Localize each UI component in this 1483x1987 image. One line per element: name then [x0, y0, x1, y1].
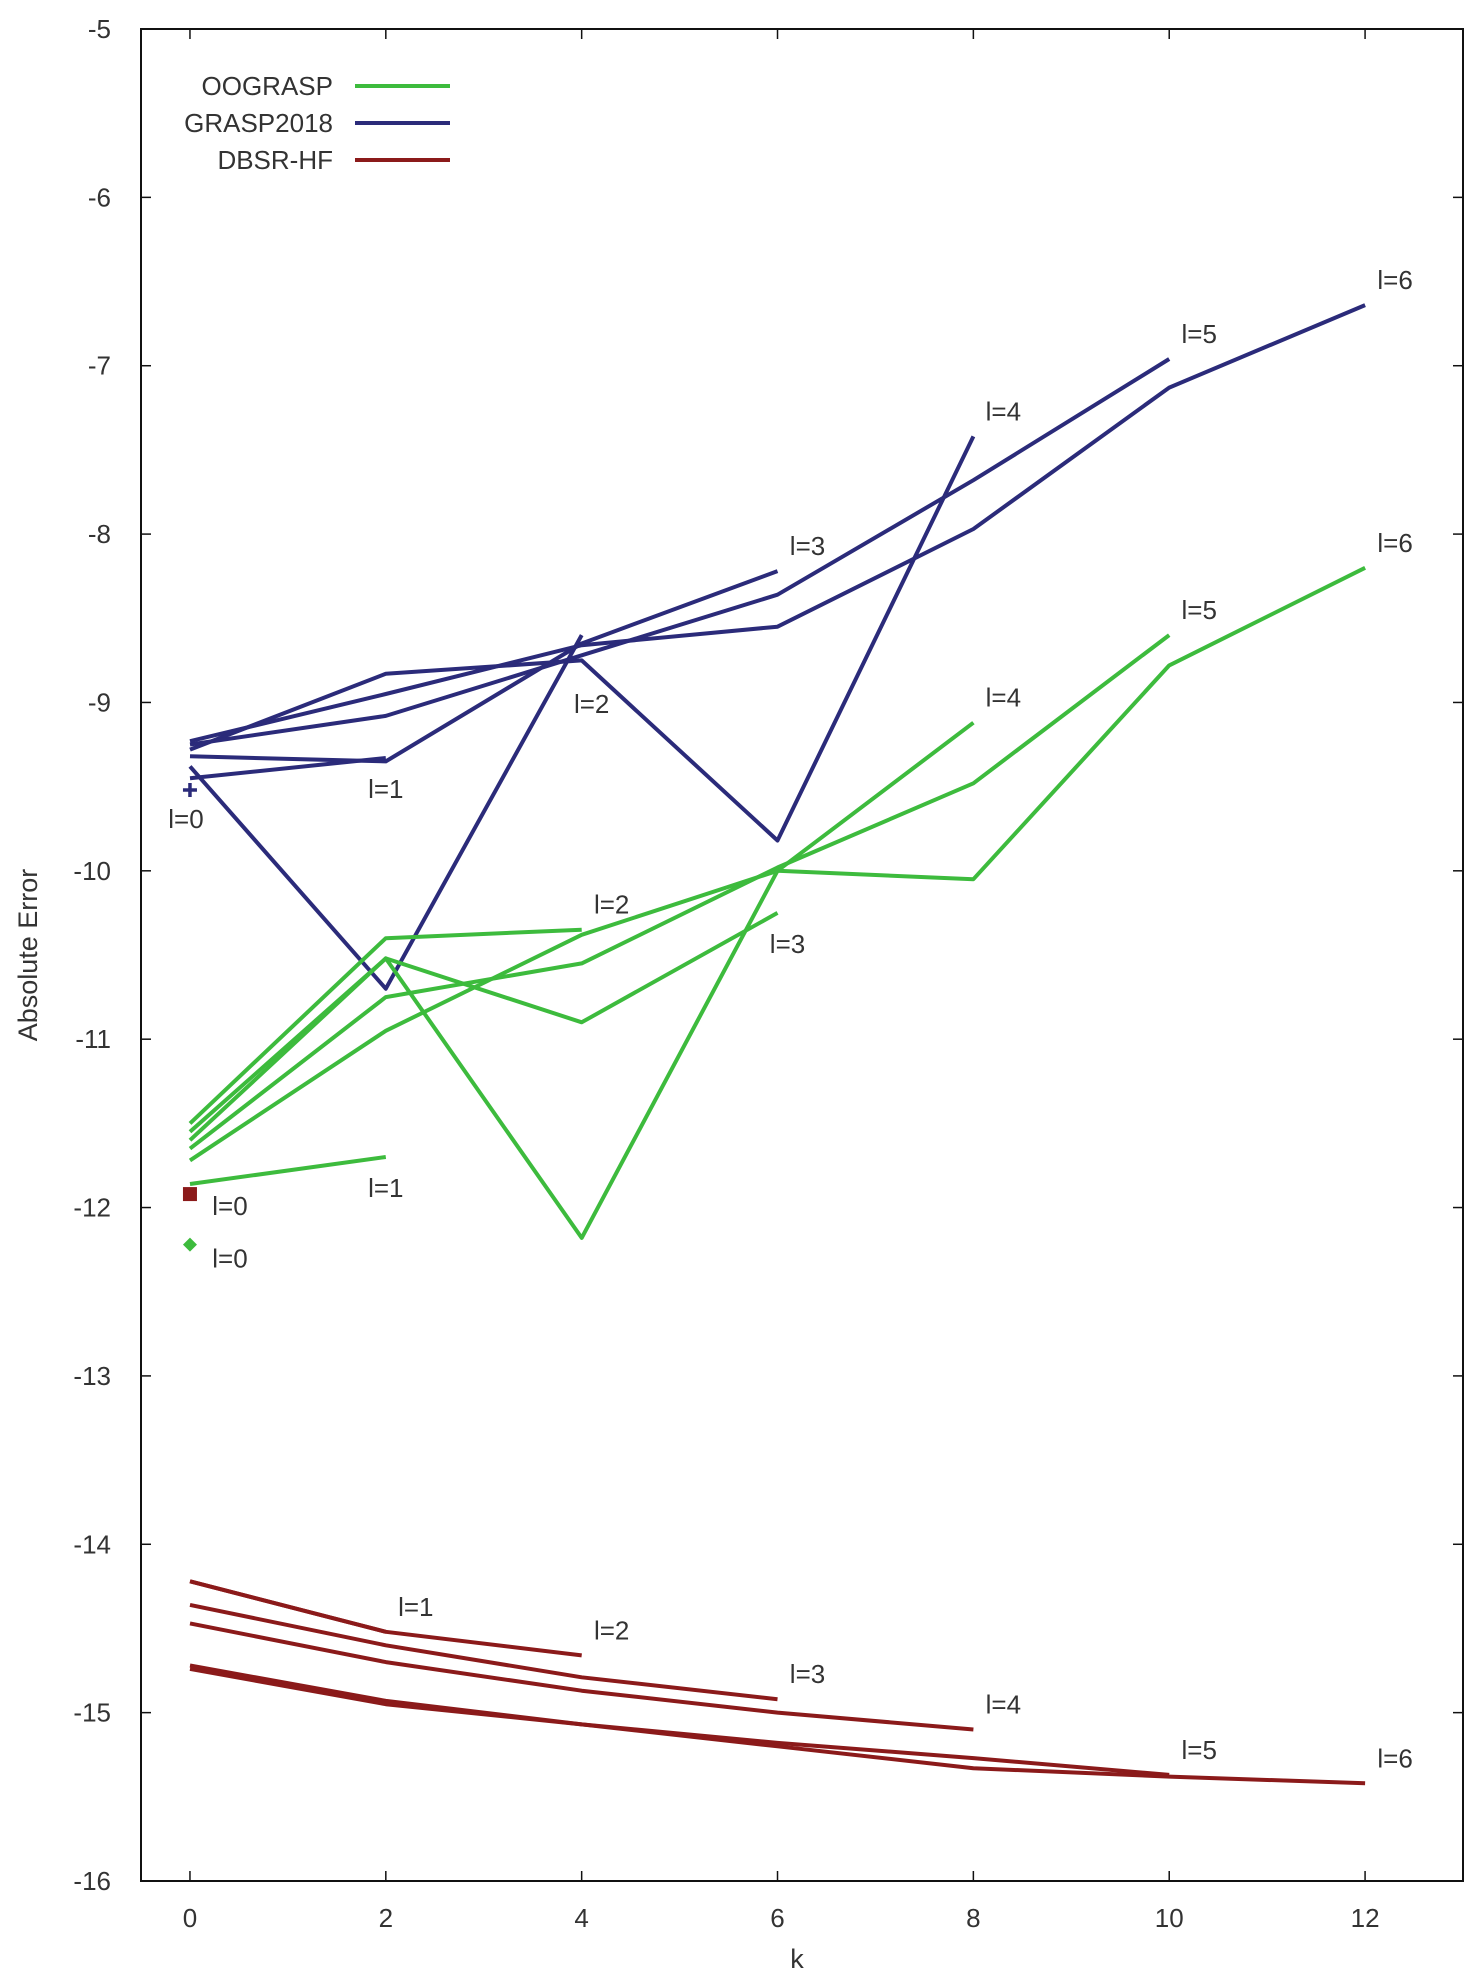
y-tick-label: -9	[88, 687, 111, 717]
legend: OOGRASP GRASP2018 DBSR-HF	[184, 71, 450, 175]
oograsp-l2-label: l=2	[594, 890, 629, 920]
oograsp-l3-line	[188, 911, 779, 1134]
x-tick-label: 2	[379, 1903, 393, 1933]
series-lines	[188, 303, 1366, 1786]
y-tick-label: -10	[73, 856, 111, 886]
oograsp-l6-label: l=6	[1377, 528, 1412, 558]
y-axis-title: Absolute Error	[13, 869, 43, 1042]
grasp2018-l1-label: l=1	[368, 774, 403, 804]
dbsr-hf-l6-label: l=6	[1377, 1743, 1412, 1773]
dbsr-hf-l6-line	[189, 1666, 1366, 1786]
dbsr-hf-l5-label: l=5	[1182, 1735, 1217, 1765]
dbsr-hf-l3-line	[189, 1602, 778, 1702]
y-tick-label: -5	[88, 14, 111, 44]
oograsp-l5-line	[188, 633, 1171, 1151]
grasp2018-l4-label: l=4	[986, 396, 1021, 426]
y-tick-label: -6	[88, 182, 111, 212]
grasp2018-l6-line	[189, 303, 1366, 744]
dbsr-hf-l2-label: l=2	[594, 1615, 629, 1645]
grasp2018-l3-label: l=3	[790, 531, 825, 561]
y-tick-label: -15	[73, 1698, 111, 1728]
y-tick-label: -8	[88, 519, 111, 549]
legend-label-dbsr-hf: DBSR-HF	[217, 145, 333, 175]
grasp2018-l3-line	[189, 569, 779, 764]
oograsp-l5-label: l=5	[1182, 595, 1217, 625]
oograsp-l1-line	[189, 1155, 387, 1186]
legend-label-oograsp: OOGRASP	[202, 71, 333, 101]
dbsr-hf-l1-label: l=1	[398, 1592, 433, 1622]
legend-label-grasp2018: GRASP2018	[184, 108, 333, 138]
oograsp-l3-label: l=3	[770, 929, 805, 959]
dbsr-hf-l2-line	[189, 1579, 582, 1658]
y-tick-label: -11	[75, 1024, 111, 1054]
oograsp-l1-label: l=1	[368, 1173, 403, 1203]
y-tick-label: -14	[73, 1529, 111, 1559]
grasp2018-l5-line	[189, 357, 1171, 747]
dbsr-hf-l0-marker	[182, 1187, 197, 1202]
x-tick-label: 8	[966, 1903, 980, 1933]
grasp2018-l0-label: l=0	[168, 804, 203, 834]
point-markers	[182, 783, 197, 1252]
grasp2018-l5-label: l=5	[1182, 319, 1217, 349]
grasp2018-l6-label: l=6	[1377, 265, 1412, 295]
grasp2018-l2-line	[188, 634, 584, 991]
x-axis-title: k	[790, 1944, 804, 1974]
dbsr-hf-l4-label: l=4	[986, 1689, 1021, 1719]
y-tick-label: -16	[73, 1866, 111, 1896]
y-tick-label: -12	[73, 1193, 111, 1223]
oograsp-l6-line	[188, 566, 1366, 1163]
y-tick-label: -13	[73, 1361, 111, 1391]
x-tick-label: 12	[1351, 1903, 1380, 1933]
plot-area-frame	[140, 28, 1464, 1882]
y-tick-label: -7	[88, 351, 111, 381]
dbsr-hf-l4-line	[189, 1621, 974, 1732]
oograsp-l4-line	[188, 721, 975, 1240]
oograsp-l2-line	[188, 927, 582, 1125]
x-tick-label: 6	[770, 1903, 784, 1933]
dbsr-hf-l3-label: l=3	[790, 1659, 825, 1689]
oograsp-l0-label: l=0	[212, 1244, 247, 1274]
grasp2018-l2-label: l=2	[574, 689, 609, 719]
axis-ticks: -16 -15 -14 -13 -12 -11 -10 -9 -8 -7 -6 -5 0 2 4 6 8 10 12	[73, 14, 1463, 1933]
oograsp-l0-marker	[182, 1237, 197, 1252]
grasp2018-l0-marker	[182, 783, 197, 798]
oograsp-l4-label: l=4	[986, 683, 1021, 713]
grasp2018-l4-line	[189, 435, 976, 843]
x-tick-label: 0	[183, 1903, 197, 1933]
dbsr-hf-l0-label: l=0	[212, 1191, 247, 1221]
x-tick-label: 4	[574, 1903, 588, 1933]
curve-labels: l=0 l=1 l=2 l=3 l=4 l=5 l=6 l=0 l=1 l=2 l=3 l=4 l=5 l…	[168, 265, 1413, 1773]
x-tick-label: 10	[1155, 1903, 1184, 1933]
